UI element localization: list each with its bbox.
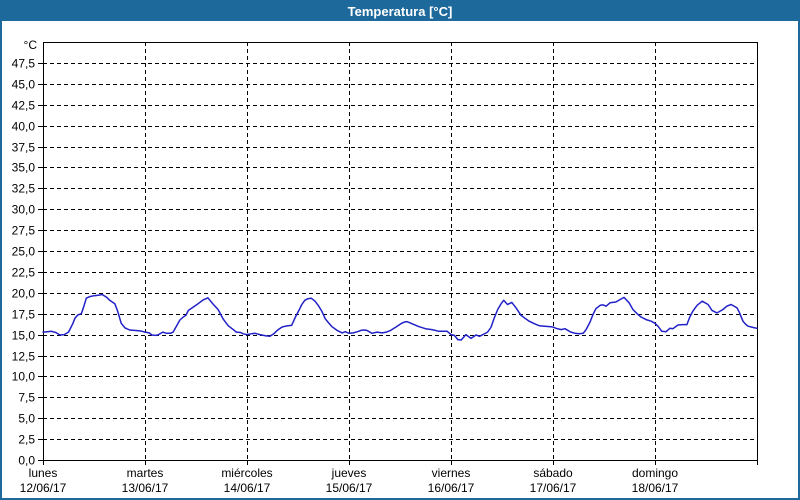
svg-text:32,5: 32,5 [12,182,36,196]
svg-text:domingo: domingo [632,466,678,480]
svg-text:sábado: sábado [533,466,573,480]
svg-text:45,0: 45,0 [12,78,36,92]
svg-text:°C: °C [24,38,38,52]
window-title: Temperatura [°C] [347,4,453,19]
svg-text:47,5: 47,5 [12,57,36,71]
svg-text:25,0: 25,0 [12,245,36,259]
svg-text:35,0: 35,0 [12,161,36,175]
temperature-chart: 0,0 2,5 5,0 7,5 10,0 12,5 15,0 17,5 20,0 22,5 25,0… [2,21,798,498]
svg-text:42,5: 42,5 [12,99,36,113]
svg-text:17,5: 17,5 [12,308,36,322]
svg-text:2,5: 2,5 [18,433,35,447]
temperature-series [42,293,758,341]
svg-text:14/06/17: 14/06/17 [224,481,271,495]
svg-text:10,0: 10,0 [12,370,36,384]
svg-text:37,5: 37,5 [12,141,36,155]
svg-text:viernes: viernes [432,466,471,480]
gridlines [43,42,757,460]
svg-text:jueves: jueves [331,466,367,480]
chart-region: 0,0 2,5 5,0 7,5 10,0 12,5 15,0 17,5 20,0 22,5 25,0… [2,21,798,498]
svg-text:13/06/17: 13/06/17 [122,481,169,495]
svg-text:15/06/17: 15/06/17 [326,481,373,495]
svg-text:16/06/17: 16/06/17 [428,481,475,495]
svg-text:30,0: 30,0 [12,203,36,217]
svg-text:27,5: 27,5 [12,224,36,238]
svg-text:7,5: 7,5 [18,391,35,405]
svg-text:lunes: lunes [29,466,58,480]
axes [38,42,758,465]
svg-text:17/06/17: 17/06/17 [530,481,577,495]
svg-text:18/06/17: 18/06/17 [632,481,679,495]
svg-text:12,5: 12,5 [12,350,36,364]
svg-text:0,0: 0,0 [18,454,35,468]
svg-text:22,5: 22,5 [12,266,36,280]
svg-text:40,0: 40,0 [12,120,36,134]
svg-text:miércoles: miércoles [221,466,272,480]
svg-text:20,0: 20,0 [12,287,36,301]
svg-text:12/06/17: 12/06/17 [20,481,67,495]
window-titlebar[interactable]: Temperatura [°C] [2,2,798,21]
svg-text:15,0: 15,0 [12,329,36,343]
y-axis-labels: 0,0 2,5 5,0 7,5 10,0 12,5 15,0 17,5 20,0 22,5 25,0… [12,38,38,468]
svg-text:martes: martes [127,466,164,480]
svg-text:5,0: 5,0 [18,412,35,426]
